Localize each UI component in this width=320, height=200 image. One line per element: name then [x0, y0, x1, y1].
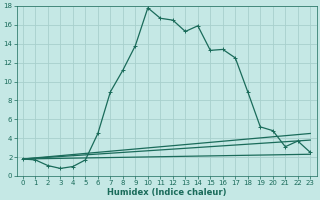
X-axis label: Humidex (Indice chaleur): Humidex (Indice chaleur) [107, 188, 226, 197]
